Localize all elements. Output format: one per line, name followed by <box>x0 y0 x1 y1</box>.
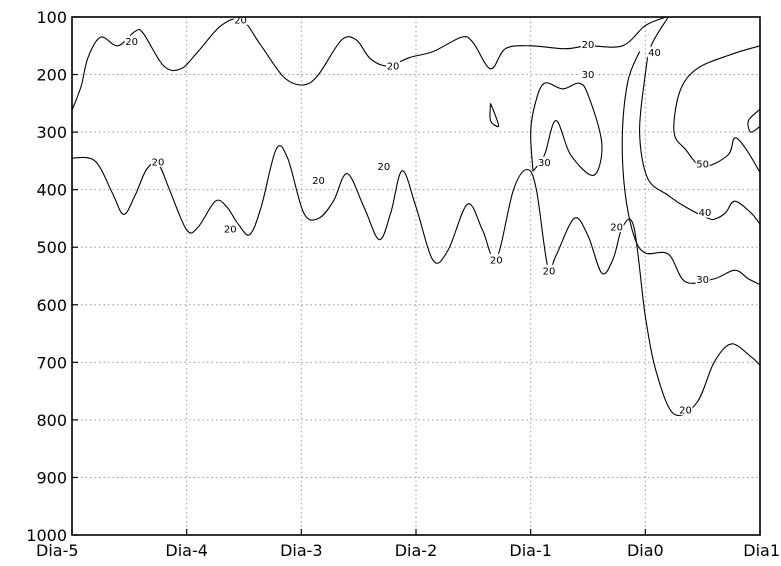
y-tick-label: 100 <box>36 8 67 27</box>
contour-label-background <box>386 59 401 71</box>
contour-label-background <box>581 68 595 80</box>
contour-label-background <box>647 46 662 58</box>
contour-label: 20 <box>490 255 503 266</box>
contour-label-background <box>489 253 504 265</box>
contour-label: 20 <box>378 162 391 173</box>
contour-label: 20 <box>234 15 247 26</box>
axis-layer: Dia-5 Dia-4 Dia-3 Dia-2 Dia-1 Dia0 Dia1 100 200 3… <box>26 8 780 560</box>
contour-label: 20 <box>224 224 237 235</box>
contour-label-background <box>609 221 624 233</box>
x-tick-label: Dia-1 <box>509 541 552 560</box>
contour-label-background <box>542 264 557 276</box>
grid-layer <box>72 17 760 535</box>
contour-label-background <box>151 156 165 168</box>
contour-label: 30 <box>696 275 709 286</box>
contour-label: 20 <box>387 61 400 72</box>
contour-label: 50 <box>696 159 709 170</box>
x-tick-label: Dia0 <box>627 541 664 560</box>
contour-line-30 <box>621 51 761 286</box>
contour-label: 40 <box>648 48 661 59</box>
contour-label-background <box>311 174 326 186</box>
contour-line-20 <box>71 145 761 417</box>
y-tick-label: 400 <box>36 181 67 200</box>
y-tick-label: 1000 <box>26 526 67 545</box>
contour-label-background <box>695 273 710 285</box>
x-tick-label: Dia-4 <box>165 541 208 560</box>
contour-label-background <box>537 156 552 168</box>
contour-label: 20 <box>152 158 165 169</box>
y-tick-label: 900 <box>36 468 67 487</box>
contour-line-50 <box>747 108 761 133</box>
contour-line-30 <box>530 82 603 176</box>
contour-label-background <box>376 160 391 172</box>
contour-label-background <box>233 13 248 25</box>
contour-label-background <box>697 206 712 218</box>
x-tick-label: Dia-3 <box>280 541 323 560</box>
x-tick-label: Dia-2 <box>395 541 438 560</box>
contour-label: 20 <box>125 37 138 48</box>
y-tick-label: 200 <box>36 66 67 85</box>
contour-label: 20 <box>582 40 595 51</box>
contour-line-50 <box>673 45 761 173</box>
contour-label: 40 <box>699 208 712 219</box>
x-tick-label: Dia1 <box>743 541 780 560</box>
contour-line-20 <box>71 16 667 111</box>
contour-label: 30 <box>538 158 551 169</box>
contour-label-background <box>695 157 710 169</box>
contour-label: 30 <box>582 70 595 81</box>
y-tick-label: 500 <box>36 238 67 257</box>
contour-label-background <box>223 222 238 234</box>
contour-label: 20 <box>543 266 556 277</box>
y-tick-label: 300 <box>36 123 67 142</box>
contour-label-background <box>678 404 693 416</box>
contour-label-background <box>124 35 139 47</box>
contour-label: 20 <box>679 406 692 417</box>
contour-line-30 <box>489 103 500 128</box>
y-tick-label: 600 <box>36 296 67 315</box>
contour-label-background <box>581 38 595 50</box>
contour-label-layer: 20 20 20 20 20 20 20 20 20 20 20 20 30 30 30 40 40 50 <box>124 13 712 417</box>
contour-line-40 <box>639 16 761 225</box>
contour-label: 20 <box>610 223 623 234</box>
y-tick-label: 700 <box>36 353 67 372</box>
contour-label: 20 <box>312 176 325 187</box>
x-tick-label: Dia-5 <box>36 541 79 560</box>
contour-layer <box>71 16 761 417</box>
y-tick-label: 800 <box>36 411 67 430</box>
